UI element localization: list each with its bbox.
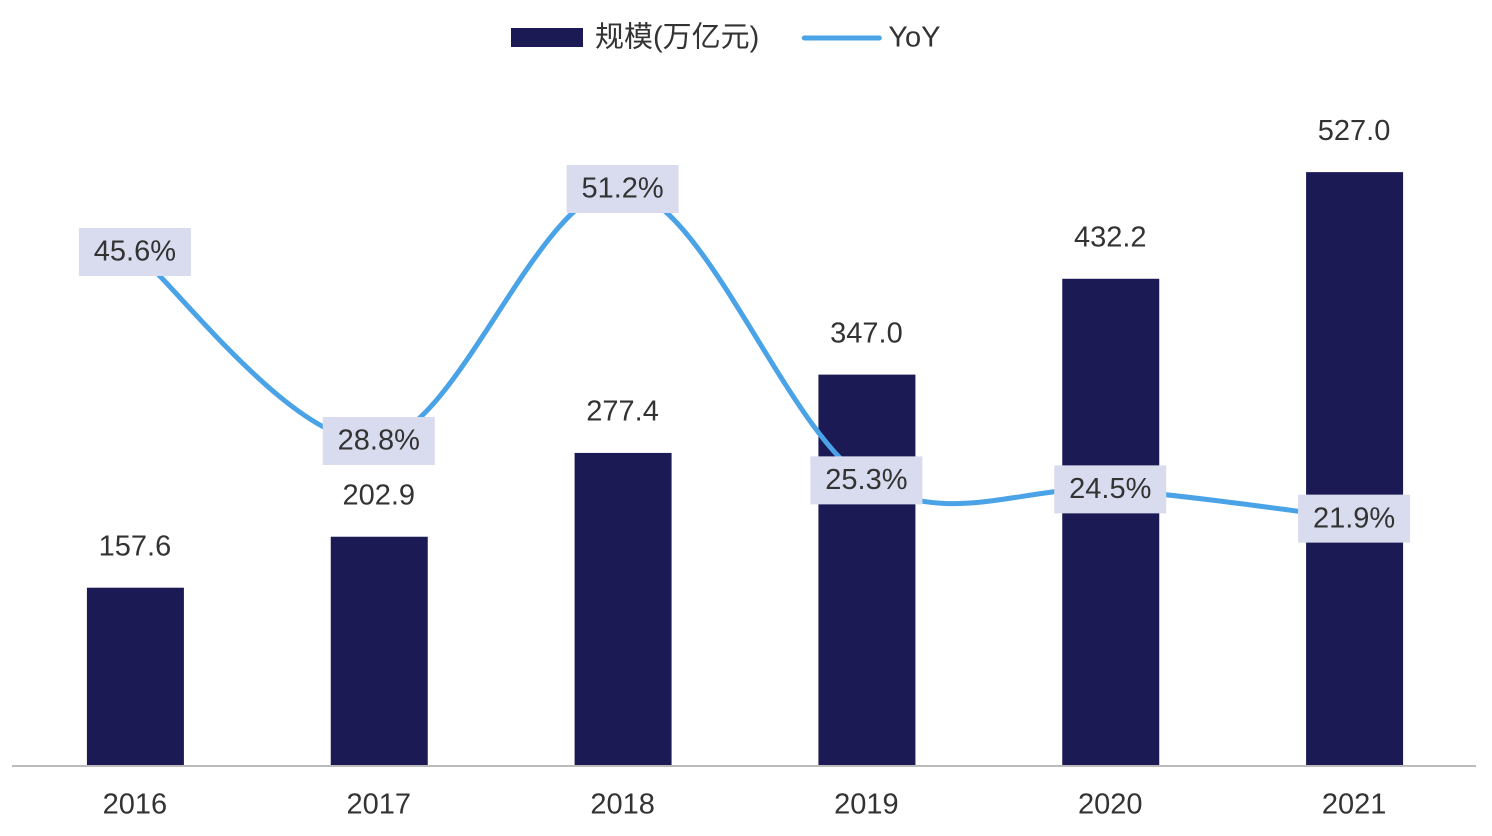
bar xyxy=(1306,172,1404,765)
bar-value-label: 432.2 xyxy=(1074,221,1147,253)
bar-value-label: 202.9 xyxy=(342,479,415,511)
legend-label: YoY xyxy=(888,22,940,54)
x-tick-label: 2020 xyxy=(1078,789,1143,821)
x-tick-label: 2017 xyxy=(346,789,411,821)
bar xyxy=(818,374,916,765)
x-tick-label: 2018 xyxy=(590,789,655,821)
bar xyxy=(86,587,184,765)
label-box xyxy=(322,417,435,465)
x-tick-label: 2019 xyxy=(834,789,899,821)
yoy-line xyxy=(132,186,1357,522)
line-value-label: 24.5% xyxy=(1069,473,1151,505)
line-value-label: 21.9% xyxy=(1313,502,1395,534)
legend-label: 规模(万亿元) xyxy=(595,21,759,54)
label-box xyxy=(566,165,679,213)
x-tick-label: 2021 xyxy=(1322,789,1387,821)
line-value-label: 28.8% xyxy=(338,425,420,457)
bar-value-label: 347.0 xyxy=(830,317,903,349)
bar xyxy=(330,536,428,765)
bar-value-label: 277.4 xyxy=(586,396,659,428)
x-tick-label: 2016 xyxy=(103,789,168,821)
bar-value-label: 157.6 xyxy=(99,530,172,562)
line-value-label: 51.2% xyxy=(581,173,663,205)
label-box xyxy=(1054,465,1167,514)
legend-swatch xyxy=(511,28,583,47)
label-box xyxy=(78,228,191,276)
bar xyxy=(574,452,672,765)
bar-value-label: 527.0 xyxy=(1318,115,1391,147)
line-value-label: 45.6% xyxy=(94,236,176,268)
line-value-label: 25.3% xyxy=(825,464,907,496)
bar xyxy=(1062,278,1160,765)
label-box xyxy=(810,456,923,505)
label-box xyxy=(1298,494,1411,543)
